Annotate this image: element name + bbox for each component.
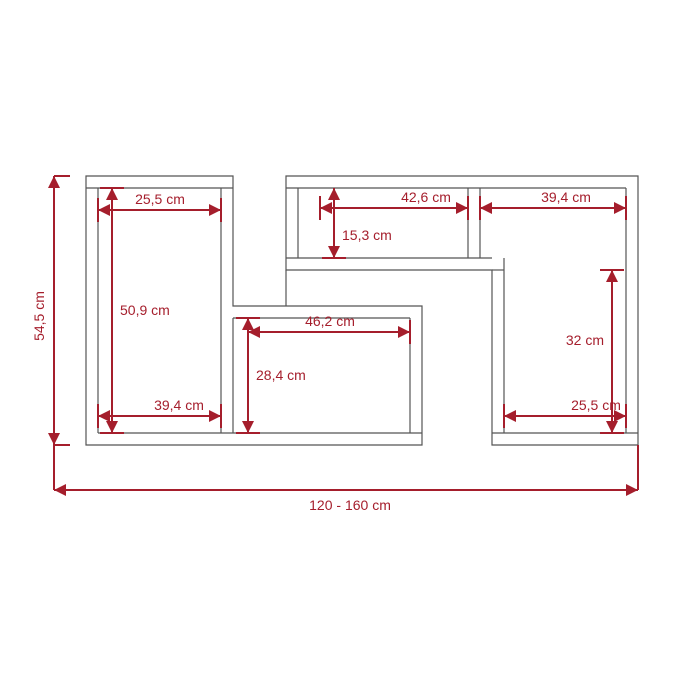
dim-42-6: 42,6 cm [401,189,451,205]
dim-46-2: 46,2 cm [305,313,355,329]
internal-dimensions: 25,5 cm 50,9 cm 39,4 cm 28,4 cm 46,2 cm … [98,188,626,433]
dim-39-4-right: 39,4 cm [541,189,591,205]
dim-25-5-bottom-right: 25,5 cm [571,397,621,413]
dim-25-5-top-left: 25,5 cm [135,191,185,207]
dimension-diagram: 54,5 cm 120 - 160 cm 25,5 cm 50,9 cm 39,… [0,0,700,700]
overall-width-label: 120 - 160 cm [309,497,391,513]
dim-28-4: 28,4 cm [256,367,306,383]
dim-15-3: 15,3 cm [342,227,392,243]
overall-height-label: 54,5 cm [31,291,47,341]
dim-50-9: 50,9 cm [120,302,170,318]
dim-32: 32 cm [566,332,604,348]
dim-39-4-left: 39,4 cm [154,397,204,413]
